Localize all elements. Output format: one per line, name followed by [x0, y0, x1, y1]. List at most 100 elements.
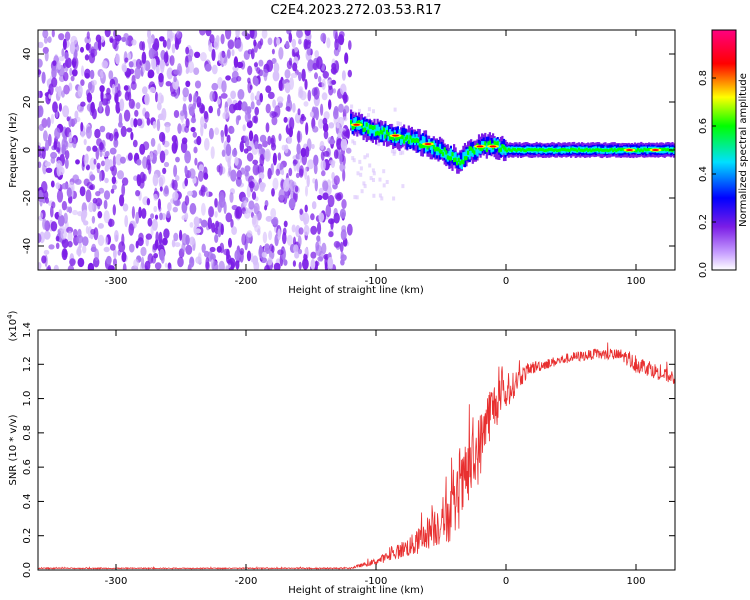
spectrogram-cell: [262, 231, 268, 244]
spectrogram-cell: [540, 148, 543, 152]
spectrogram-cell: [250, 252, 254, 263]
spectrogram-cell: [321, 242, 327, 255]
spectrogram-cell: [80, 46, 84, 53]
spectrogram-cell: [356, 120, 359, 126]
spectrogram-cell: [378, 177, 382, 182]
spectrogram-cell: [69, 67, 73, 76]
spectrogram-cell: [97, 211, 103, 219]
spectrogram-cell: [153, 193, 158, 201]
spectrogram-cell: [473, 150, 476, 155]
spectrogram-cell: [188, 106, 195, 117]
spectrogram-cell: [41, 147, 46, 160]
spectrogram-cell: [371, 168, 375, 173]
spectrogram-cell: [68, 131, 73, 143]
spectrogram-cell: [278, 188, 286, 201]
spectrogram-cell: [109, 166, 115, 172]
spectrogram-cell: [91, 243, 97, 252]
spectrogram-cell: [316, 235, 321, 242]
spectrogram-cell: [345, 147, 352, 154]
spectrogram-cell: [325, 204, 332, 218]
spectrogram-cell: [317, 194, 323, 201]
spectrogram-cell: [350, 104, 354, 109]
spectrogram-cell: [306, 46, 312, 56]
spectrogram-cell: [506, 149, 509, 153]
spectrogram-cell: [283, 220, 288, 228]
spectrogram-cell: [373, 125, 376, 130]
spectrogram-cell: [341, 70, 346, 81]
spectrogram-cell: [209, 246, 216, 253]
spectrogram-cell: [393, 149, 397, 154]
spectrogram-cell: [421, 135, 424, 145]
spectrogram-cell: [272, 70, 280, 82]
spectrogram-cell: [270, 137, 275, 144]
spectrogram-cell: [104, 30, 111, 38]
spectrogram-cell: [108, 218, 113, 228]
spectrogram-cell: [38, 123, 45, 132]
spectrogram-cell: [342, 116, 348, 122]
spectrogram-cell: [337, 132, 343, 138]
spectrogram-cell: [194, 51, 201, 58]
spectrogram-cell: [200, 219, 208, 228]
spectrogram-cell: [109, 147, 117, 155]
spectrogram-cell: [62, 38, 67, 50]
spectrogram-cell: [372, 109, 375, 114]
spectrogram-cell: [304, 78, 308, 90]
spectrogram-cell: [459, 161, 462, 166]
spectrogram-cell: [177, 256, 184, 268]
spectrogram-cell: [468, 151, 471, 160]
spectrogram-cell: [206, 190, 209, 198]
spectrogram-cell: [163, 228, 170, 239]
spectrogram-cell: [217, 227, 222, 238]
spectrogram-cell: [580, 148, 584, 152]
spectrogram-cell: [147, 217, 153, 227]
spectrogram-cell: [310, 258, 316, 270]
spectrogram-cell: [424, 143, 432, 145]
spectrogram-cell: [57, 214, 65, 227]
spectrogram-cell: [77, 84, 83, 97]
spectrogram-cell: [412, 138, 415, 143]
spectrogram-cell: [451, 152, 454, 157]
spectrogram-cell: [80, 79, 85, 86]
spectrogram-cell: [215, 220, 220, 228]
spectrogram-cell: [193, 216, 200, 227]
spectrogram-cell: [211, 64, 218, 75]
spectrogram-cell: [393, 132, 396, 146]
spectrogram-cell: [428, 143, 431, 148]
spectrogram-cell: [53, 140, 58, 150]
spectrogram-cell: [89, 69, 95, 80]
spectrogram-cell: [495, 141, 498, 146]
spectrogram-cell: [596, 148, 599, 151]
spectrogram-cell: [205, 30, 212, 37]
spectrogram-cell: [333, 47, 340, 57]
spectrogram-cell: [470, 146, 473, 151]
spectrogram-cell: [225, 30, 232, 40]
spectrogram-cell: [144, 260, 151, 270]
spectrogram-cell: [259, 153, 265, 167]
spectrogram-cell: [136, 174, 142, 187]
spectrogram-cell: [66, 142, 74, 148]
spectrogram-cell: [235, 259, 240, 270]
spectrogram-cell: [462, 160, 465, 165]
spectrogram-cell: [242, 124, 246, 132]
spectrogram-cell: [513, 148, 516, 151]
spectrogram-cell: [258, 144, 263, 155]
spectrogram-cell: [453, 157, 456, 163]
spectrogram-cell: [61, 144, 66, 156]
spectrogram-cell: [234, 156, 239, 166]
spectrogram-cell: [159, 186, 163, 192]
spectrogram-cell: [246, 152, 254, 162]
spectrogram-cell: [38, 58, 43, 68]
spectrogram-cell: [111, 83, 116, 95]
spectrogram-cell: [615, 149, 618, 153]
spectrogram-cell: [88, 202, 94, 213]
spectrogram-cell: [114, 94, 118, 103]
spectrogram-cell: [267, 257, 273, 266]
spectrogram-cell: [99, 142, 104, 151]
spectrogram-cell: [304, 30, 311, 36]
spectrogram-cell: [108, 265, 115, 270]
spectrogram-cell: [248, 130, 254, 142]
spectrogram-cell: [322, 122, 329, 133]
spectrogram-cell: [128, 61, 134, 68]
spectrogram-cell: [124, 215, 129, 228]
spectrogram-cell: [67, 231, 73, 243]
